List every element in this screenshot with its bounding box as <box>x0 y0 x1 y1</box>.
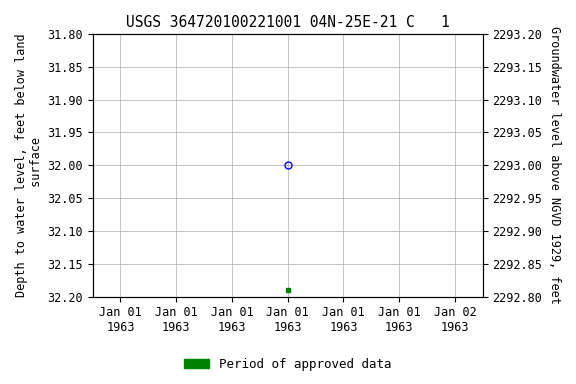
Y-axis label: Groundwater level above NGVD 1929, feet: Groundwater level above NGVD 1929, feet <box>548 26 561 304</box>
Title: USGS 364720100221001 04N-25E-21 C   1: USGS 364720100221001 04N-25E-21 C 1 <box>126 15 449 30</box>
Y-axis label: Depth to water level, feet below land
 surface: Depth to water level, feet below land su… <box>15 33 43 297</box>
Legend: Period of approved data: Period of approved data <box>179 353 397 376</box>
